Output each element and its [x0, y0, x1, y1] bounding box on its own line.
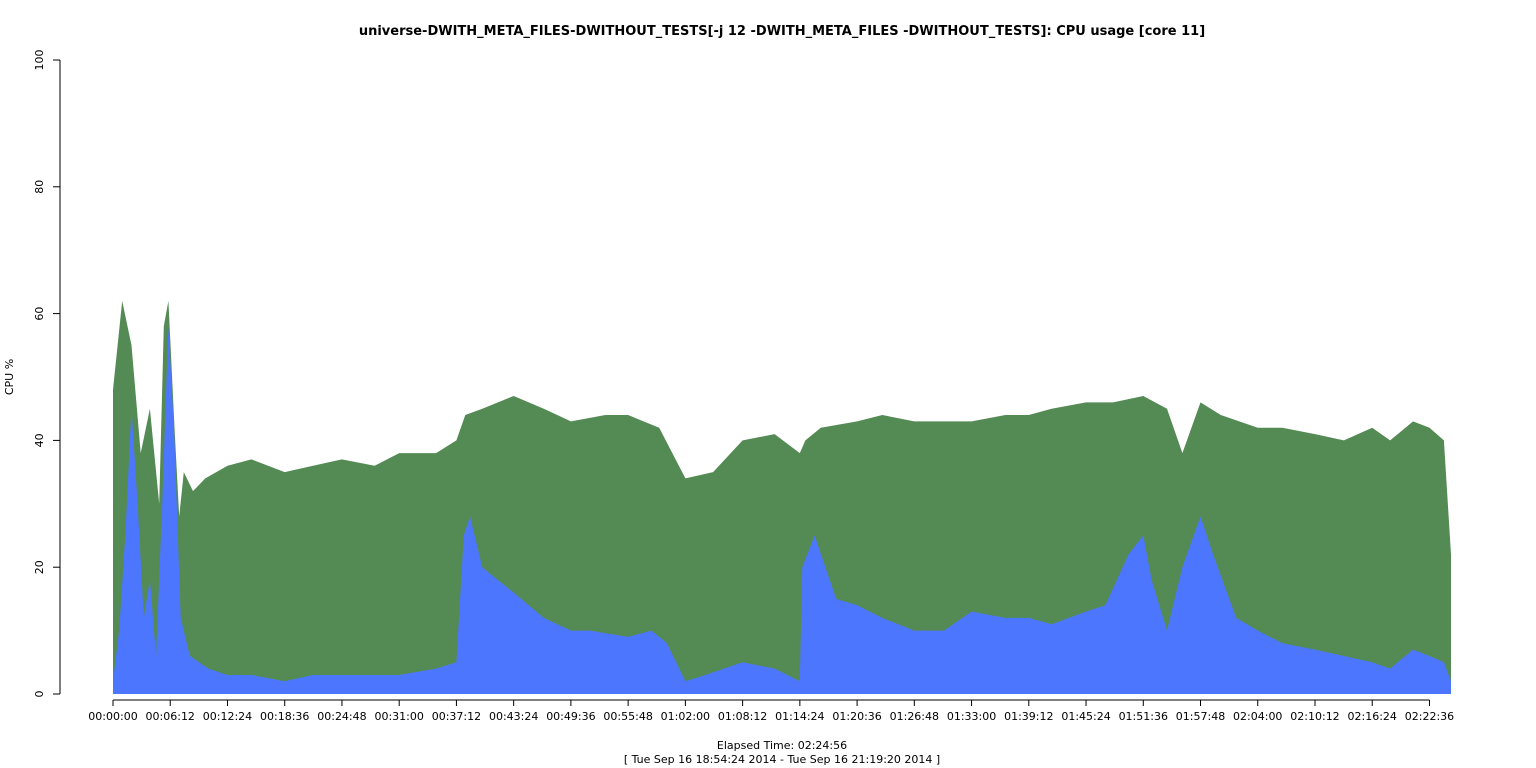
- x-tick-label: 00:43:24: [489, 710, 538, 723]
- x-tick-label: 02:10:12: [1290, 710, 1339, 723]
- x-tick-label: 02:04:00: [1233, 710, 1282, 723]
- y-axis-label: CPU %: [3, 359, 16, 395]
- y-tick-label: 0: [33, 691, 46, 698]
- x-tick-label: 01:39:12: [1004, 710, 1053, 723]
- x-axis-time-range: [ Tue Sep 16 18:54:24 2014 - Tue Sep 16 …: [624, 753, 940, 766]
- y-tick-label: 60: [33, 307, 46, 321]
- x-tick-label: 01:33:00: [947, 710, 996, 723]
- x-tick-label: 00:00:00: [88, 710, 137, 723]
- x-tick-label: 00:24:48: [317, 710, 366, 723]
- x-tick-label: 02:16:24: [1348, 710, 1397, 723]
- x-tick-label: 00:49:36: [546, 710, 595, 723]
- y-axis: 0 20 40 60 80 100: [33, 50, 61, 698]
- x-tick-label: 01:08:12: [718, 710, 767, 723]
- x-tick-label: 00:37:12: [432, 710, 481, 723]
- y-tick-label: 100: [33, 50, 46, 71]
- y-tick-label: 20: [33, 560, 46, 574]
- x-tick-label: 01:26:48: [890, 710, 939, 723]
- x-tick-label: 01:02:00: [661, 710, 710, 723]
- y-tick-label: 40: [33, 433, 46, 447]
- x-tick-label: 00:06:12: [146, 710, 195, 723]
- series-area-1: [113, 326, 1451, 694]
- x-tick-label: 01:45:24: [1061, 710, 1110, 723]
- x-tick-label: 00:31:00: [374, 710, 423, 723]
- x-axis-label: Elapsed Time: 02:24:56: [717, 739, 847, 752]
- y-tick-label: 80: [33, 180, 46, 194]
- x-tick-label: 02:22:36: [1405, 710, 1454, 723]
- x-tick-label: 01:51:36: [1119, 710, 1168, 723]
- x-tick-label: 01:57:48: [1176, 710, 1225, 723]
- x-tick-label: 00:12:24: [203, 710, 252, 723]
- x-axis: 00:00:00 00:06:12 00:12:24 00:18:36 00:24:48…: [88, 699, 1454, 723]
- plot-area: [113, 300, 1451, 694]
- x-tick-label: 01:20:36: [832, 710, 881, 723]
- chart-title: universe-DWITH_META_FILES-DWITHOUT_TESTS…: [359, 24, 1205, 39]
- x-tick-label: 01:14:24: [775, 710, 824, 723]
- x-tick-label: 00:55:48: [603, 710, 652, 723]
- x-tick-label: 00:18:36: [260, 710, 309, 723]
